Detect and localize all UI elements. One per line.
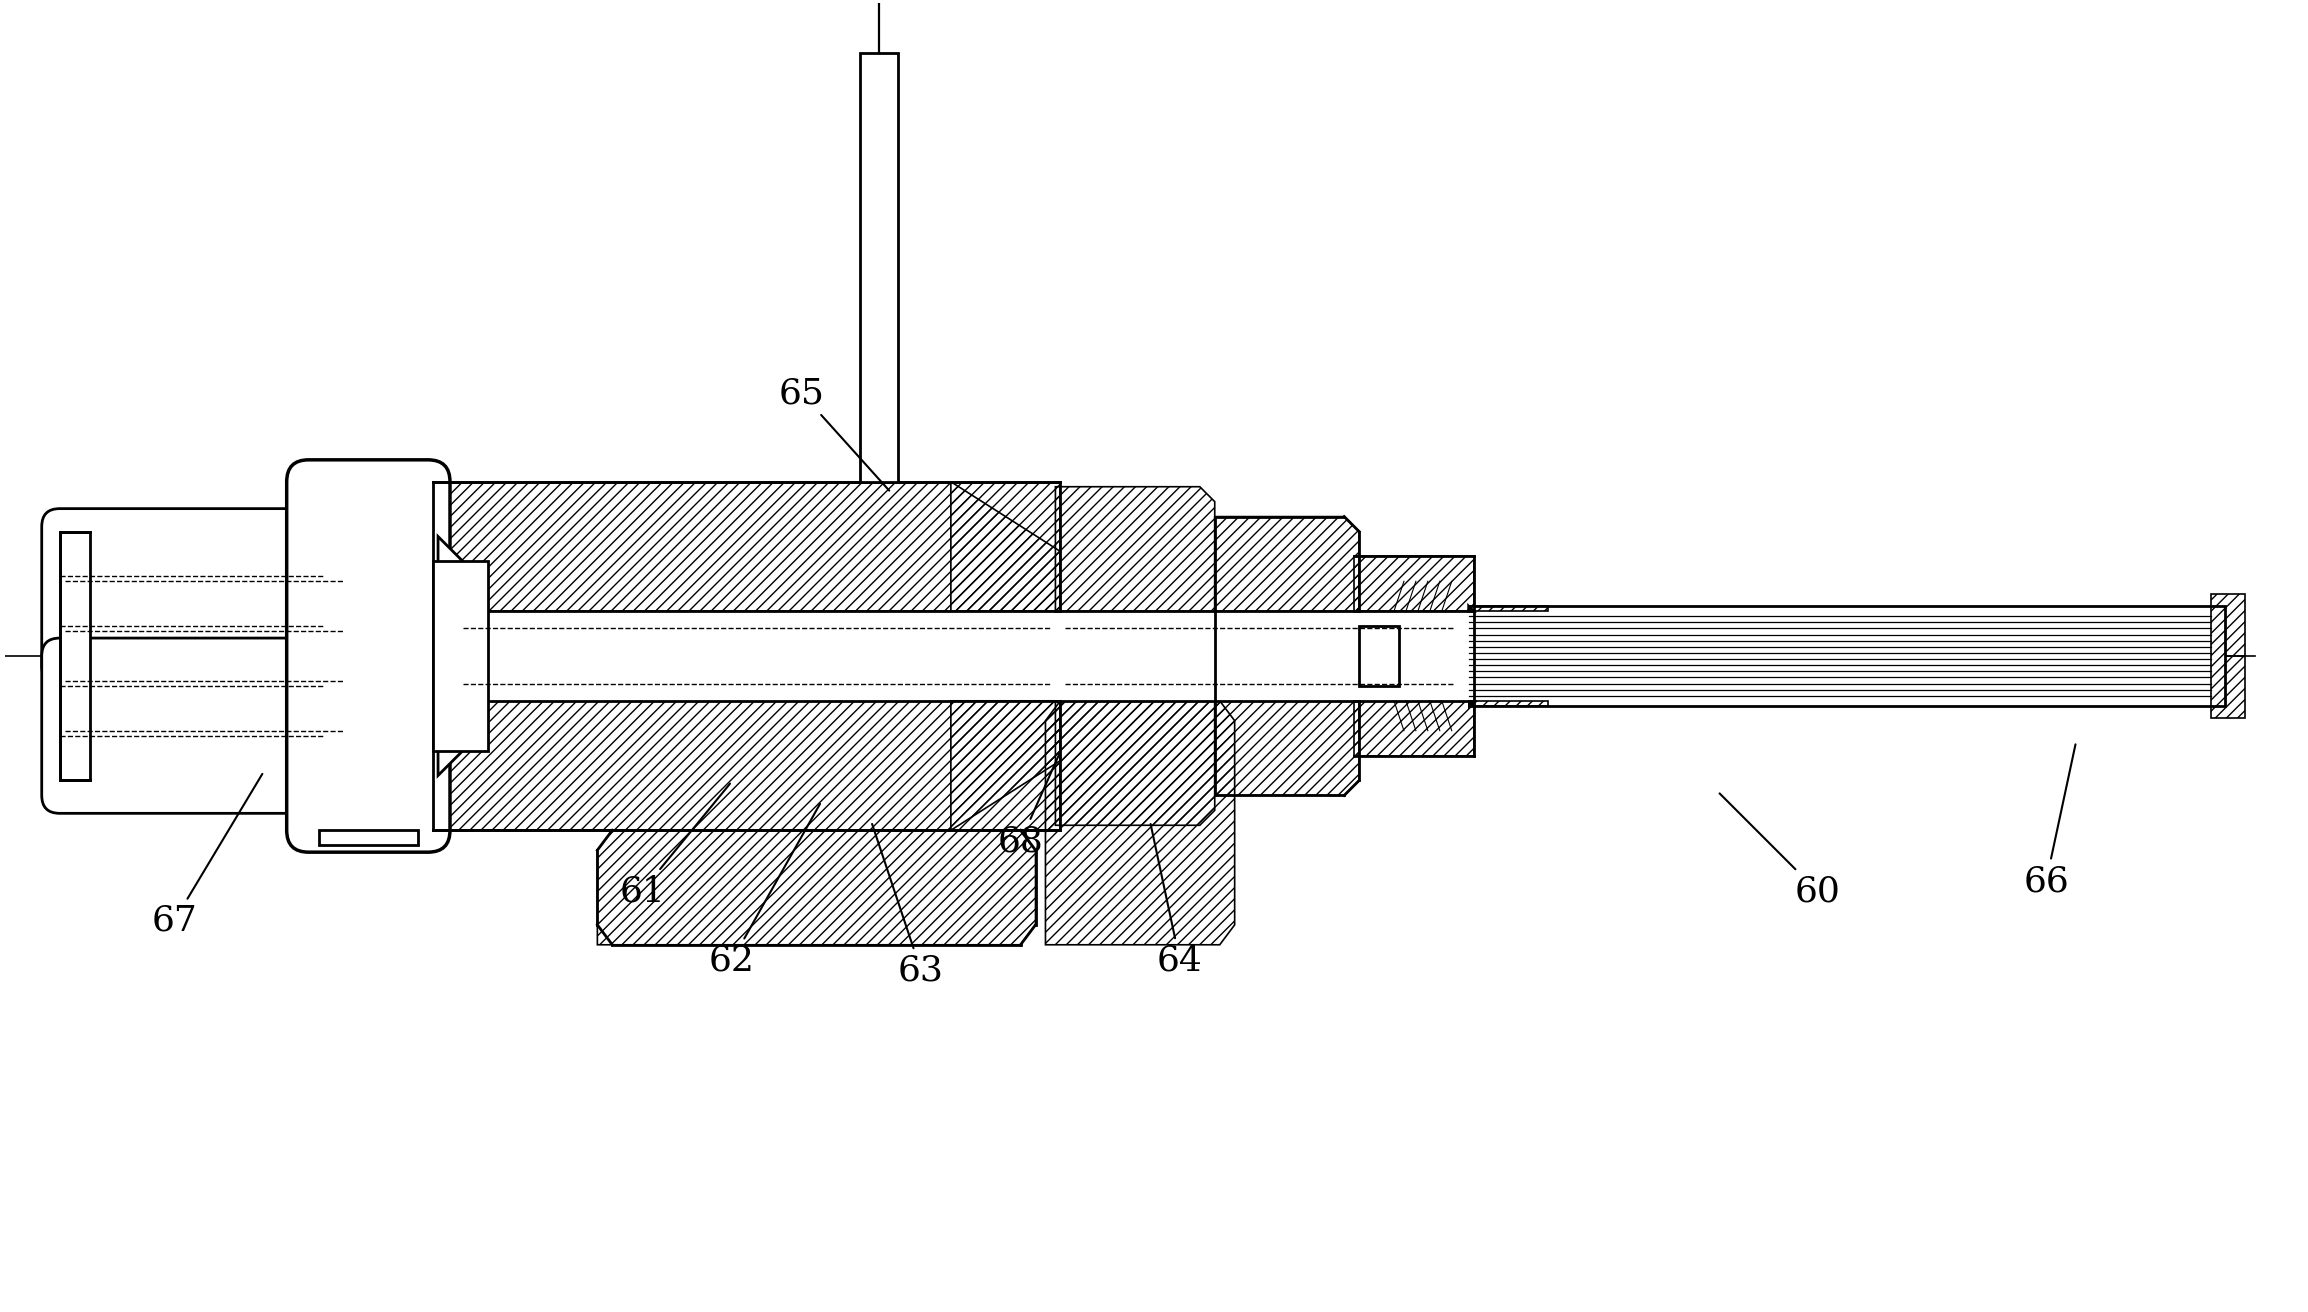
Polygon shape [1468,701,1473,706]
Polygon shape [439,537,482,775]
Polygon shape [319,830,418,845]
FancyBboxPatch shape [42,509,312,684]
Text: 67: 67 [152,774,263,938]
Bar [1359,626,1399,686]
Bar [60,531,90,781]
Text: 68: 68 [997,754,1059,858]
Bar [434,611,1059,701]
Text: 63: 63 [872,824,944,988]
Text: 65: 65 [778,377,889,491]
Text: 64: 64 [1152,824,1202,977]
FancyBboxPatch shape [42,638,312,813]
Bar [1055,611,1214,701]
Text: 62: 62 [709,804,819,977]
Text: 66: 66 [2024,744,2075,897]
Polygon shape [309,482,323,512]
Bar [434,562,487,750]
Bar [1468,606,2225,706]
Bar [1355,611,1473,701]
Text: 61: 61 [619,783,729,908]
FancyBboxPatch shape [286,459,450,853]
Bar [861,52,898,482]
Text: 60: 60 [1719,794,1839,908]
Bar [1214,611,1359,701]
Polygon shape [1468,606,1473,611]
